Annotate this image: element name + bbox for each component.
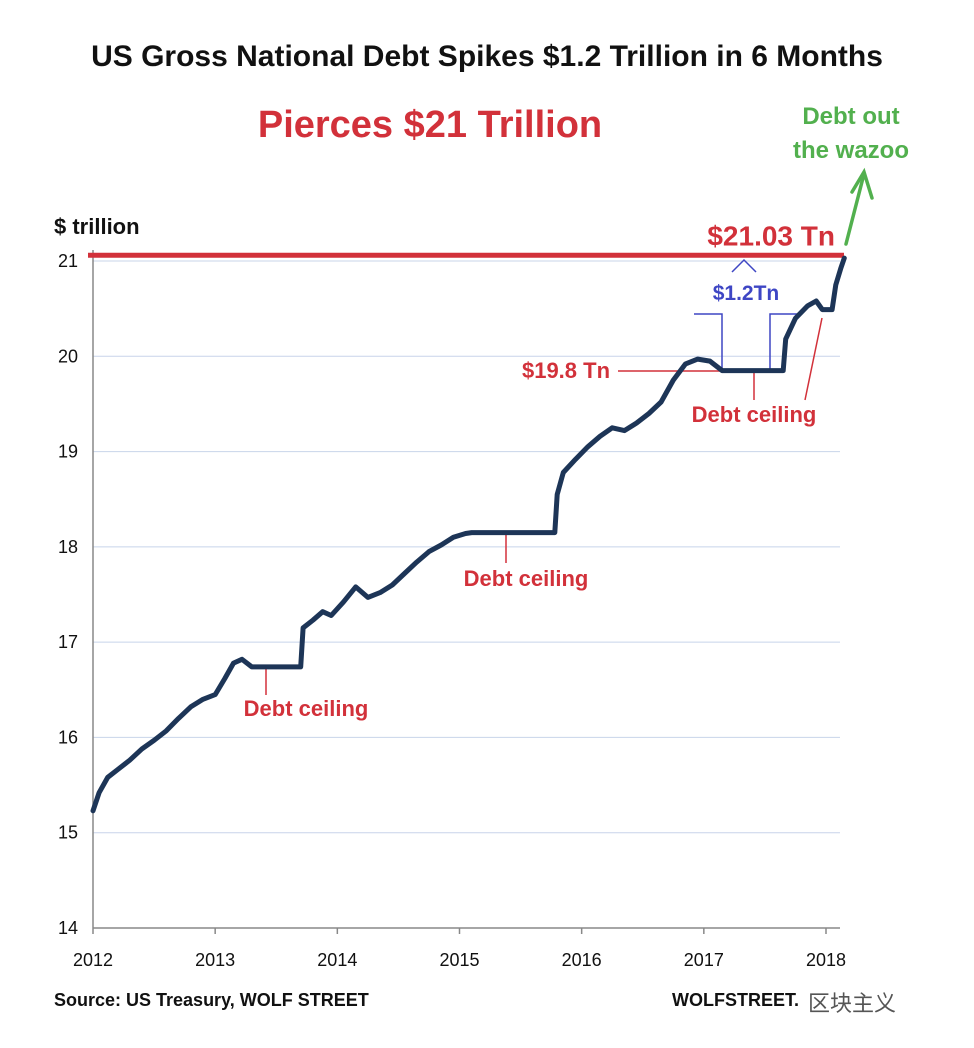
wazoo-callout: Debt out the wazoo: [776, 100, 926, 168]
y-tick-14: 14: [58, 918, 78, 938]
x-tick-2017: 2017: [684, 950, 724, 970]
y-tick-19: 19: [58, 442, 78, 462]
wazoo-arrow-icon: [844, 167, 874, 246]
annotation-4: $1.2Tn: [713, 282, 780, 305]
brand-label: WOLFSTREET.: [672, 990, 799, 1010]
bracket-right: [769, 313, 798, 370]
increase-bracket: [694, 258, 798, 370]
y-tick-20: 20: [58, 346, 78, 366]
y-axis-label: $ trillion: [54, 214, 140, 239]
bracket-peak: [731, 258, 757, 273]
annotation-2: Debt ceiling: [692, 402, 817, 427]
chart-title: US Gross National Debt Spikes $1.2 Trill…: [91, 40, 883, 73]
annotation-labels: Debt ceiling Debt ceiling Debt ceiling $19.…: [244, 282, 817, 721]
axes: [92, 250, 840, 929]
bracket-left: [694, 313, 723, 370]
reference-line-group: $21.03 Tn: [88, 220, 844, 258]
y-tick-15: 15: [58, 823, 78, 843]
y-tick-17: 17: [58, 632, 78, 652]
wazoo-line-1: Debt out: [802, 103, 900, 130]
x-tick-2018: 2018: [806, 950, 846, 970]
series-line-gross-debt: [90, 255, 847, 814]
annotation-leaders: [265, 317, 823, 695]
x-tick-2013: 2013: [195, 950, 235, 970]
x-tick-labels: 2012 2013 2014 2015 2016 2017 2018: [73, 928, 846, 970]
y-tick-18: 18: [58, 537, 78, 557]
y-tick-16: 16: [58, 727, 78, 747]
annotation-3: $19.8 Tn: [522, 358, 610, 383]
y-tick-labels: 14 15 16 17 18 19 20 21: [58, 251, 78, 938]
x-tick-2014: 2014: [317, 950, 357, 970]
grid-lines: [93, 260, 840, 834]
x-tick-2012: 2012: [73, 950, 113, 970]
annotation-0: Debt ceiling: [244, 696, 369, 721]
watermark: 区块主义: [808, 991, 897, 1016]
x-tick-2016: 2016: [562, 950, 602, 970]
leader-ceiling-2018: [804, 317, 823, 401]
x-tick-2015: 2015: [439, 950, 479, 970]
reference-line-label: $21.03 Tn: [707, 220, 835, 251]
source-note: Source: US Treasury, WOLF STREET: [54, 990, 369, 1010]
wazoo-line-2: the wazoo: [792, 137, 909, 164]
chart-subtitle: Pierces $21 Trillion: [257, 104, 603, 146]
y-tick-21: 21: [58, 251, 78, 271]
annotation-1: Debt ceiling: [464, 566, 589, 591]
